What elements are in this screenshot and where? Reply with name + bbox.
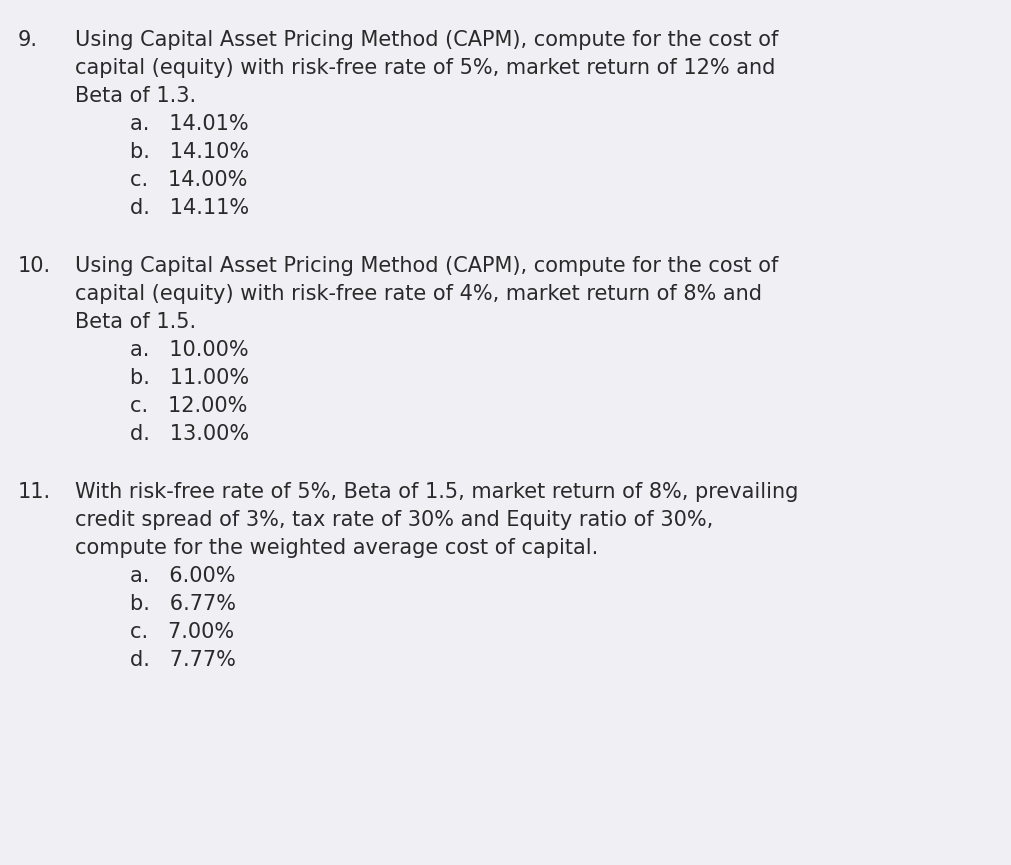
Text: c.   12.00%: c. 12.00% bbox=[129, 396, 247, 416]
Text: d.   14.11%: d. 14.11% bbox=[129, 198, 249, 218]
Text: d.   13.00%: d. 13.00% bbox=[129, 424, 249, 444]
Text: a.   6.00%: a. 6.00% bbox=[129, 566, 236, 586]
Text: credit spread of 3%, tax rate of 30% and Equity ratio of 30%,: credit spread of 3%, tax rate of 30% and… bbox=[75, 510, 713, 530]
Text: 9.: 9. bbox=[18, 30, 38, 50]
Text: a.   10.00%: a. 10.00% bbox=[129, 340, 249, 360]
Text: 11.: 11. bbox=[18, 482, 52, 502]
Text: Using Capital Asset Pricing Method (CAPM), compute for the cost of: Using Capital Asset Pricing Method (CAPM… bbox=[75, 30, 777, 50]
Text: b.   11.00%: b. 11.00% bbox=[129, 368, 249, 388]
Text: c.   7.00%: c. 7.00% bbox=[129, 622, 234, 642]
Text: compute for the weighted average cost of capital.: compute for the weighted average cost of… bbox=[75, 538, 598, 558]
Text: b.   6.77%: b. 6.77% bbox=[129, 594, 236, 614]
Text: capital (equity) with risk-free rate of 4%, market return of 8% and: capital (equity) with risk-free rate of … bbox=[75, 284, 761, 304]
Text: Beta of 1.3.: Beta of 1.3. bbox=[75, 86, 196, 106]
Text: b.   14.10%: b. 14.10% bbox=[129, 142, 249, 162]
Text: capital (equity) with risk-free rate of 5%, market return of 12% and: capital (equity) with risk-free rate of … bbox=[75, 58, 774, 78]
Text: c.   14.00%: c. 14.00% bbox=[129, 170, 247, 190]
Text: Using Capital Asset Pricing Method (CAPM), compute for the cost of: Using Capital Asset Pricing Method (CAPM… bbox=[75, 256, 777, 276]
Text: d.   7.77%: d. 7.77% bbox=[129, 650, 236, 670]
Text: Beta of 1.5.: Beta of 1.5. bbox=[75, 312, 196, 332]
Text: 10.: 10. bbox=[18, 256, 52, 276]
Text: With risk-free rate of 5%, Beta of 1.5, market return of 8%, prevailing: With risk-free rate of 5%, Beta of 1.5, … bbox=[75, 482, 798, 502]
Text: a.   14.01%: a. 14.01% bbox=[129, 114, 249, 134]
